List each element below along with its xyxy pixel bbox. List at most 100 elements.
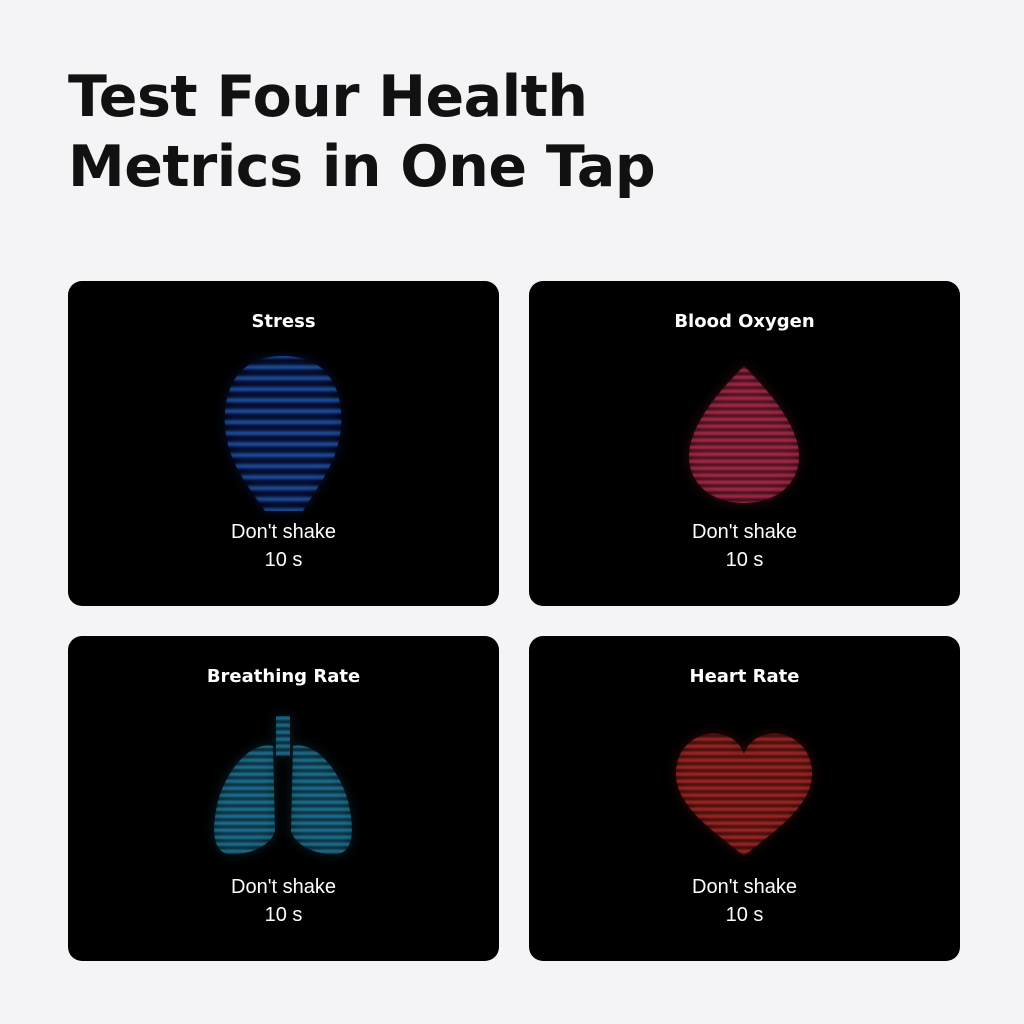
stripe-line [644,864,844,867]
card-title: Heart Rate [689,666,800,687]
card-blood-oxygen[interactable]: Blood Oxygen Don't shake 10 s [529,281,960,606]
stripe-line [689,446,799,449]
stripe-line [689,439,799,442]
stripe-line [689,369,799,372]
duration-text: 10 s [264,549,303,571]
stripe-line [224,399,342,402]
stripe-line [644,717,844,720]
instruction-text: Don't shake [692,521,797,543]
stripe-line [689,474,799,477]
stripe-line [675,745,813,748]
card-stress[interactable]: Stress Don't shake 10 s [68,281,499,606]
stripe-line [214,850,352,853]
stripe-line [183,710,383,713]
stripe-line [214,843,352,846]
stripe-line [675,780,813,783]
stripe-line [689,467,799,470]
duration-text: 10 s [725,549,764,571]
stripe-line [214,829,352,832]
card-title: Breathing Rate [206,666,361,687]
stripe-line [214,731,352,734]
lungs-icon [183,710,383,867]
stripe-line [644,724,844,727]
stripe-line [689,432,799,435]
stripe-line [214,724,352,727]
stripe-line [675,843,813,846]
stripe-line [214,773,352,776]
stripe-line [214,836,352,839]
card-title: Stress [251,311,316,332]
stripe-line [689,488,799,491]
instruction-text: Don't shake [231,876,336,898]
stripe-line [644,355,844,358]
stripe-line [675,794,813,797]
stripe-line [644,362,844,365]
stripe-line [214,787,352,790]
stripe-line [214,815,352,818]
stripe-line [689,397,799,400]
stripe-line [675,801,813,804]
stripe-line [224,443,342,446]
card-title: Blood Oxygen [674,311,815,332]
instruction-text: Don't shake [231,521,336,543]
stripe-line [224,388,342,391]
stripe-line [214,759,352,762]
stripe-line [214,766,352,769]
card-breathing-rate[interactable]: Breathing Rate Don't shake 10 s [68,636,499,961]
duration-text: 10 s [264,904,303,926]
stripe-line [183,864,383,867]
stripe-line [224,476,342,479]
stripe-line [675,752,813,755]
card-heart-rate[interactable]: Heart Rate Don't shake 10 s [529,636,960,961]
stripe-line [224,421,342,424]
stripe-line [224,366,342,369]
stripe-line [689,418,799,421]
stripe-line [214,752,352,755]
stripe-line [214,822,352,825]
stripe-line [224,487,342,490]
stripe-line [675,773,813,776]
title-line-1: Test Four Health [68,64,588,130]
heart-icon [644,710,844,867]
stripe-line [224,498,342,501]
stripe-line [675,808,813,811]
stripe-line [689,411,799,414]
head-icon [224,356,342,511]
stripe-line [644,710,844,713]
stripe-line [675,836,813,839]
stripe-line [689,495,799,498]
page-title: Test Four Health Metrics in One Tap [68,62,656,202]
stripe-line [675,829,813,832]
stripe-line [689,460,799,463]
stripe-line [224,432,342,435]
title-line-2: Metrics in One Tap [68,134,656,200]
stripe-line [224,454,342,457]
stripe-line [689,425,799,428]
stripe-line [675,738,813,741]
stripe-line [224,509,342,511]
stripe-line [224,465,342,468]
stripe-line [689,502,799,503]
stripe-line [689,376,799,379]
stripe-line [644,857,844,860]
stripe-line [214,801,352,804]
stripe-line [214,780,352,783]
stripe-line [689,481,799,484]
stripe-line [689,383,799,386]
stripe-line [689,404,799,407]
instruction-text: Don't shake [692,876,797,898]
stripe-line [675,850,813,853]
stripe-line [675,759,813,762]
stripe-line [224,377,342,380]
stripe-line [675,766,813,769]
stripe-line [644,509,844,512]
stripe-line [224,356,342,358]
blood-drop-icon [644,355,844,512]
stripe-line [675,815,813,818]
stripe-line [224,410,342,413]
stripe-line [214,794,352,797]
stripe-line [675,822,813,825]
duration-text: 10 s [725,904,764,926]
stripe-line [689,390,799,393]
stripe-line [675,733,813,734]
